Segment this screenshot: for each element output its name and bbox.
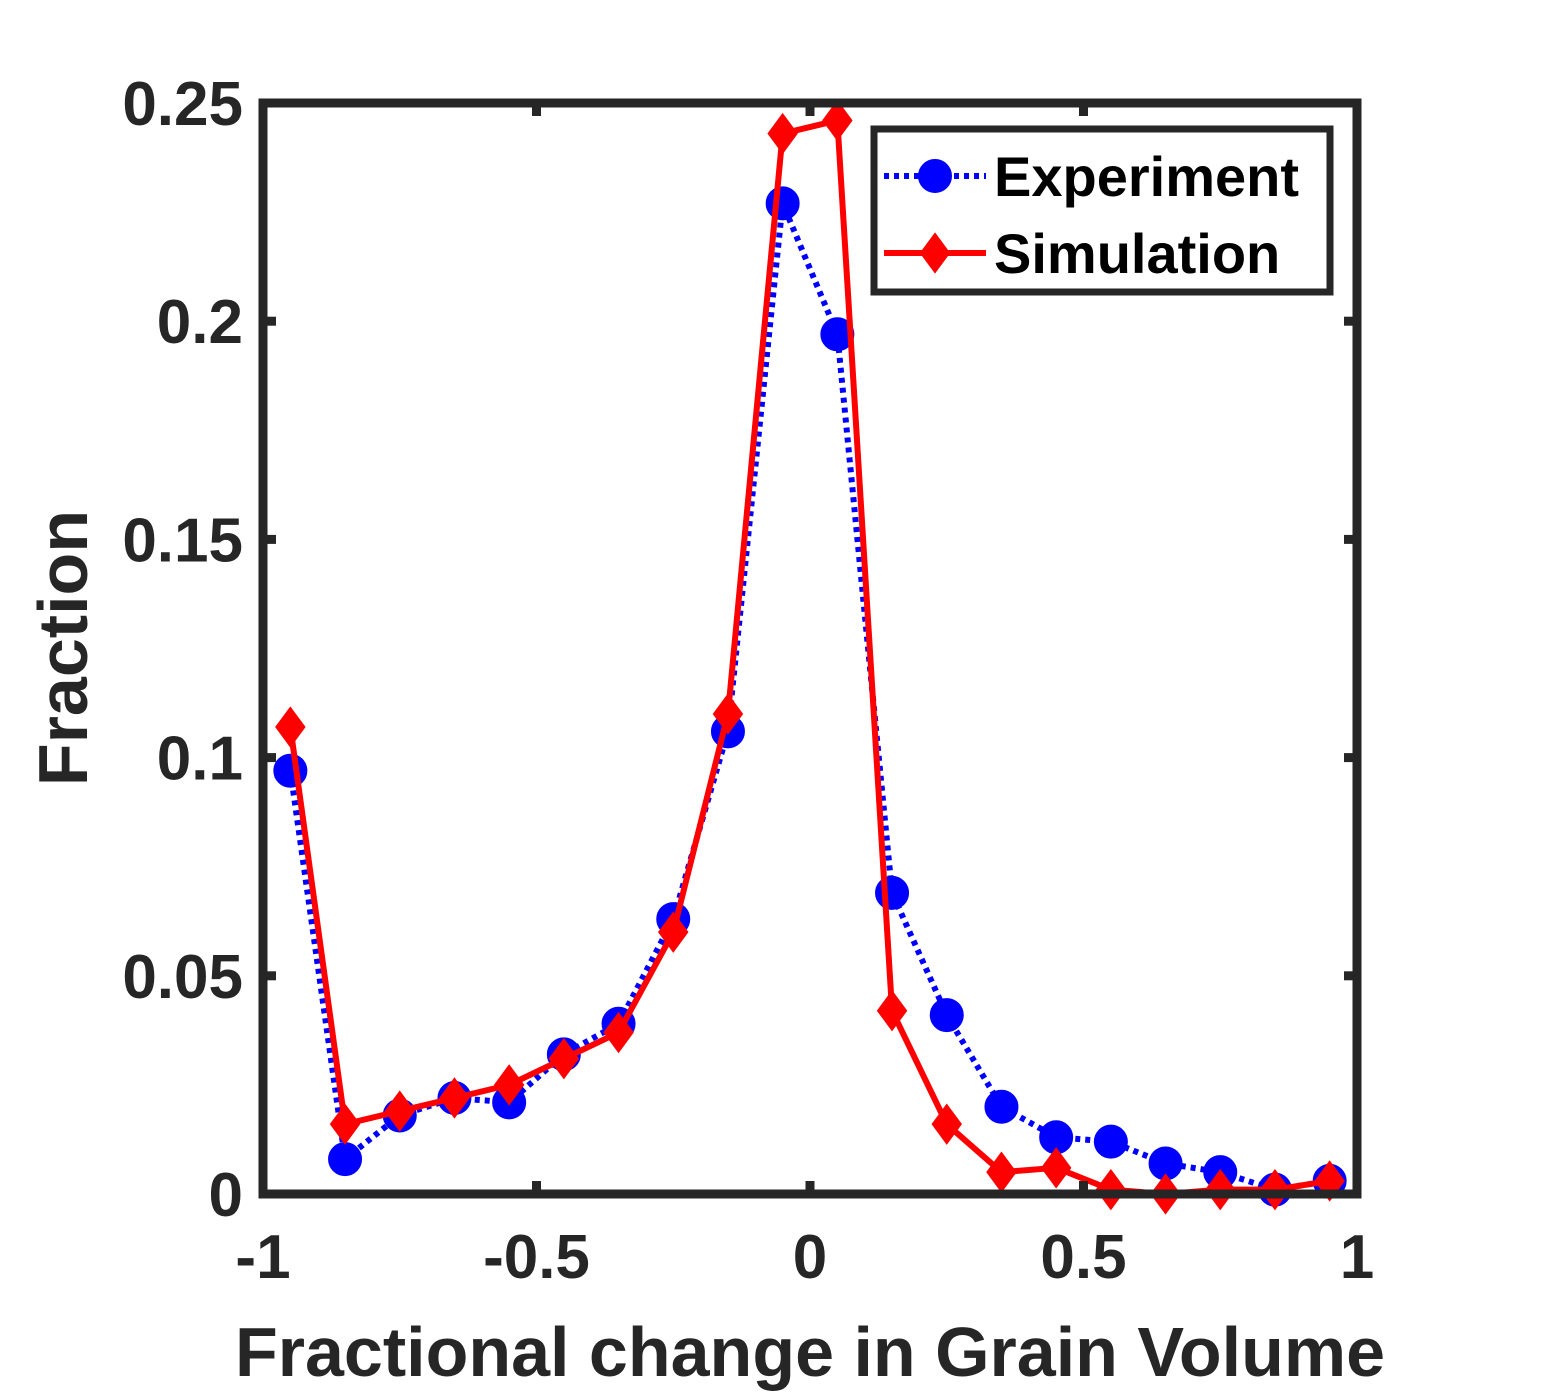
y-tick-label: 0.25 <box>122 70 243 139</box>
simulation-point <box>439 1077 470 1119</box>
x-tick-label: 0 <box>793 1223 827 1292</box>
legend-box <box>870 125 1334 296</box>
x-tick-label: -1 <box>235 1223 290 1292</box>
legend-marker-experiment <box>918 159 952 193</box>
legend: Experiment Simulation <box>870 125 1334 296</box>
simulation-point <box>1314 1160 1345 1202</box>
x-tick-label: -0.5 <box>483 1223 590 1292</box>
y-tick-label: 0.2 <box>157 288 243 357</box>
simulation-point <box>712 693 744 735</box>
y-tick-label: 0.15 <box>122 506 243 575</box>
experiment-point <box>765 186 800 221</box>
experiment-point <box>1093 1124 1128 1159</box>
simulation-point <box>275 706 306 748</box>
x-tick-label: 0.5 <box>1040 1223 1126 1292</box>
legend-marker-simulation <box>919 232 951 274</box>
simulation-point <box>493 1064 525 1106</box>
legend-label-experiment: Experiment <box>994 145 1299 208</box>
experiment-point <box>273 753 308 788</box>
simulation-point <box>548 1038 580 1080</box>
simulation-point <box>1040 1147 1072 1189</box>
x-axis-label: Fractional change in Grain Volume <box>235 1313 1385 1391</box>
legend-entry-experiment: Experiment <box>884 145 1299 208</box>
axes-layer: -1 -0.5 0 0.5 1 0 0.05 0.1 0.15 0.2 0.25 <box>122 70 1374 1292</box>
y-tick-label: 0.1 <box>157 725 243 794</box>
simulation-point <box>767 112 798 155</box>
simulation-point <box>329 1103 361 1145</box>
simulation-point <box>603 1011 634 1054</box>
experiment-point <box>929 998 964 1033</box>
experiment-point <box>328 1142 363 1177</box>
simulation-point <box>876 990 908 1032</box>
simulation-point <box>658 911 689 953</box>
simulation-point <box>931 1103 962 1145</box>
y-axis-label: Fraction <box>24 510 102 786</box>
legend-entry-simulation: Simulation <box>884 222 1280 285</box>
simulation-point <box>384 1090 415 1132</box>
legend-label-simulation: Simulation <box>994 222 1280 285</box>
experiment-point <box>875 875 910 910</box>
y-tick-label: 0.05 <box>122 943 243 1012</box>
x-tick-label: 1 <box>1340 1223 1374 1292</box>
experiment-point <box>984 1089 1019 1124</box>
y-tick-label: 0 <box>209 1161 243 1230</box>
simulation-point <box>822 99 853 142</box>
